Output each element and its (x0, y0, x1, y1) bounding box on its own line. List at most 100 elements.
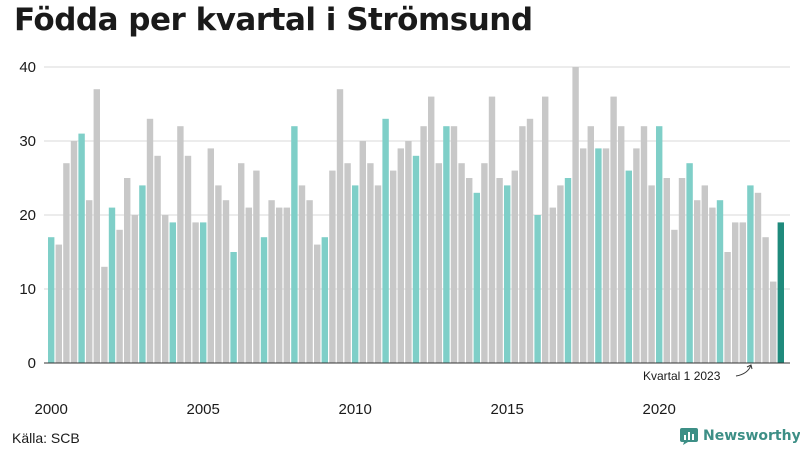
bar (268, 200, 275, 363)
bar (648, 185, 655, 363)
bar (200, 222, 207, 363)
annotation-label: Kvartal 1 2023 (643, 369, 721, 383)
chart-title: Födda per kvartal i Strömsund (14, 2, 533, 38)
bar (146, 118, 154, 363)
bar (169, 222, 176, 363)
bar (587, 126, 594, 363)
bar (291, 126, 298, 363)
bar (701, 185, 708, 363)
y-tick-label: 20 (19, 207, 36, 224)
bar (580, 148, 587, 363)
y-tick-label: 0 (28, 355, 36, 372)
bar (686, 163, 693, 363)
bar (215, 185, 222, 363)
x-tick-label: 2005 (187, 401, 220, 418)
bar (595, 148, 602, 363)
bar (48, 237, 55, 363)
bar (572, 67, 579, 363)
bar (534, 215, 541, 363)
x-tick-label: 2000 (35, 401, 68, 418)
bar (283, 207, 290, 363)
bar (260, 237, 268, 363)
bar (382, 118, 389, 363)
bar (458, 163, 465, 363)
bars (48, 67, 784, 363)
bar (770, 281, 777, 363)
bar (367, 163, 374, 363)
bar (116, 229, 123, 363)
bar (716, 200, 724, 363)
bar (276, 207, 283, 363)
bar (640, 126, 648, 363)
x-tick-label: 2010 (339, 401, 372, 418)
bar (101, 266, 108, 363)
bar (602, 148, 610, 363)
bar (253, 170, 260, 363)
bar (405, 141, 412, 363)
bar (618, 126, 625, 363)
bar (450, 126, 458, 363)
bar (724, 252, 731, 363)
bar (466, 178, 473, 363)
newsworthy-chart-icon (680, 428, 698, 445)
bar (504, 185, 511, 363)
bar (747, 185, 754, 363)
bar (488, 96, 496, 363)
bar (412, 155, 420, 363)
bar (230, 252, 237, 363)
bar (542, 96, 549, 363)
bar (359, 141, 366, 363)
bar (435, 163, 442, 363)
bar (162, 215, 169, 363)
bar (131, 215, 138, 363)
bar (222, 200, 230, 363)
bar (139, 185, 146, 363)
bar (732, 222, 739, 363)
bar (625, 170, 632, 363)
x-tick-label: 2020 (643, 401, 676, 418)
y-axis-tick-labels: 0 10 20 30 40 (19, 59, 36, 372)
bar (336, 89, 344, 363)
bar (374, 185, 382, 363)
bar (352, 185, 359, 363)
bar (526, 118, 534, 363)
bar (124, 178, 131, 363)
bar (397, 148, 404, 363)
bar (298, 185, 306, 363)
bar (93, 89, 100, 363)
bar (762, 237, 769, 363)
bar (754, 192, 762, 363)
bar (108, 207, 116, 363)
bar (86, 200, 93, 363)
y-tick-label: 30 (19, 133, 36, 150)
bar (610, 96, 617, 363)
x-axis-tick-labels: 2000 2005 2010 2015 2020 (35, 401, 676, 418)
bar (306, 200, 313, 363)
bar (678, 178, 686, 363)
bar (238, 163, 245, 363)
bar (314, 244, 321, 363)
bar (496, 178, 503, 363)
bar (739, 222, 746, 363)
y-tick-label: 10 (19, 281, 36, 298)
bar (549, 207, 556, 363)
bar (633, 148, 640, 363)
bar (511, 170, 518, 363)
bar (777, 222, 784, 363)
bar (184, 155, 192, 363)
annotation-arrow (735, 364, 752, 377)
bar (420, 126, 427, 363)
bar (344, 163, 351, 363)
bar (177, 126, 184, 363)
bar (390, 170, 397, 363)
bar (192, 222, 199, 363)
bar (78, 133, 85, 363)
bar (154, 155, 161, 363)
bar (709, 207, 716, 363)
annotation-arrowhead (746, 364, 753, 370)
bar (663, 178, 670, 363)
bar (557, 185, 564, 363)
latest-quarter-annotation: Kvartal 1 2023 (643, 364, 753, 383)
y-tick-label: 40 (19, 59, 36, 76)
